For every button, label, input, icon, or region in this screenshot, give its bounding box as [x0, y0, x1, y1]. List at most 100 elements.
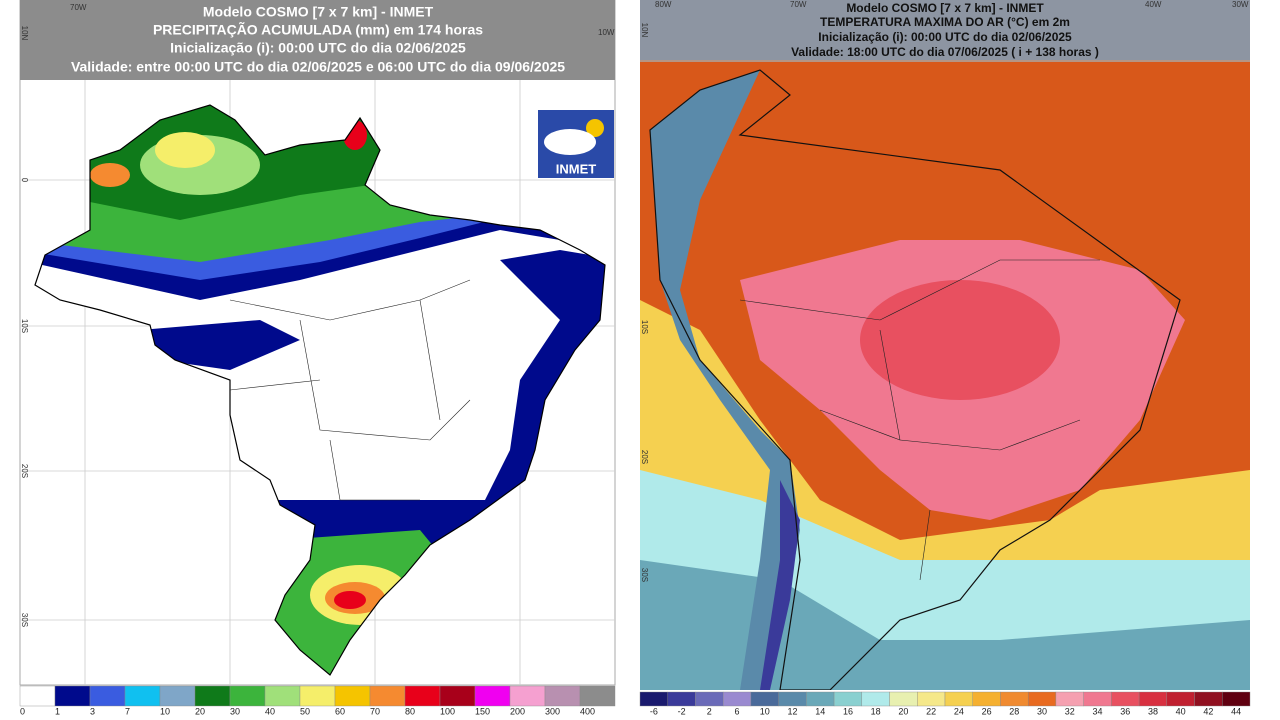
lat-label: 30S — [20, 613, 29, 627]
colorbar-label: 60 — [335, 706, 345, 716]
right-map — [640, 0, 1250, 690]
colorbar-label: 36 — [1120, 706, 1130, 716]
lon-label: 30W — [1232, 0, 1249, 9]
colorbar-swatch — [861, 691, 890, 707]
lon-label: 10W — [598, 28, 615, 37]
colorbar-swatch — [750, 691, 779, 707]
colorbar-label: -6 — [650, 706, 658, 716]
colorbar-swatch — [1083, 691, 1112, 707]
colorbar-swatch — [264, 685, 301, 707]
colorbar-label: 20 — [195, 706, 205, 716]
title: TEMPERATURA MAXIMA DO AR (°C) em 2m — [820, 15, 1070, 29]
lon-label: 80W — [655, 0, 672, 9]
colorbar-swatch — [806, 691, 835, 707]
colorbar-label: 1 — [55, 706, 60, 716]
lon-label: 40W — [1145, 0, 1162, 9]
colorbar-swatch — [439, 685, 476, 707]
colorbar-label: 2 — [707, 706, 712, 716]
colorbar-swatch — [474, 685, 511, 707]
colorbar-label: 32 — [1065, 706, 1075, 716]
colorbar-swatch — [299, 685, 336, 707]
colorbar-label: 30 — [1037, 706, 1047, 716]
colorbar-swatch — [1027, 691, 1057, 707]
colorbar-swatch — [404, 685, 441, 707]
colorbar-swatch — [972, 691, 1001, 707]
colorbar-swatch — [1000, 691, 1029, 707]
colorbar-swatch — [1166, 691, 1195, 707]
colorbar-label: 100 — [440, 706, 455, 716]
lon-label: 70W — [70, 3, 87, 12]
colorbar-label: 70 — [370, 706, 380, 716]
colorbar-label: 18 — [871, 706, 881, 716]
lat-label: 0 — [20, 178, 29, 183]
colorbar-label: 26 — [982, 706, 992, 716]
colorbar-label: 44 — [1231, 706, 1241, 716]
colorbar-label: 40 — [265, 706, 275, 716]
colorbar-swatch — [54, 685, 91, 707]
colorbar-label: 34 — [1092, 706, 1102, 716]
lat-label: 20S — [20, 464, 29, 478]
colorbar-label: 300 — [545, 706, 560, 716]
colorbar-label: 20 — [898, 706, 908, 716]
colorbar-label: 0 — [20, 706, 25, 716]
subtitle: Validade: 18:00 UTC do dia 07/06/2025 ( … — [791, 45, 1099, 59]
colorbar-swatch — [544, 685, 581, 707]
logo: INMET — [538, 110, 614, 178]
subtitle: Validade: entre 00:00 UTC do dia 02/06/2… — [71, 59, 565, 75]
lat-label: 10N — [20, 26, 29, 41]
colorbar-swatch — [778, 691, 807, 707]
right-header — [640, 0, 1250, 62]
colorbar-swatch — [89, 685, 126, 707]
colorbar-label: 14 — [815, 706, 825, 716]
colorbar-swatch — [695, 691, 724, 707]
colorbar-swatch — [369, 685, 406, 707]
title: PRECIPITAÇÃO ACUMULADA (mm) em 174 horas — [153, 21, 483, 38]
left-map — [19, 0, 616, 686]
colorbar-swatch — [1222, 691, 1251, 707]
colorbar-swatch — [1111, 691, 1140, 707]
colorbar-swatch — [509, 685, 546, 707]
colorbar-label: 80 — [405, 706, 415, 716]
colorbar-swatch — [334, 685, 371, 707]
colorbar-swatch — [722, 691, 752, 707]
lat-label: 10S — [20, 319, 29, 333]
colorbar-label: 30 — [230, 706, 240, 716]
colorbar-swatch — [667, 691, 696, 707]
colorbar-label: 24 — [954, 706, 964, 716]
left-header — [20, 0, 615, 80]
subtitle: Inicialização (i): 00:00 UTC do dia 02/0… — [818, 30, 1072, 44]
colorbar-label: 10 — [760, 706, 770, 716]
colorbar-label: 16 — [843, 706, 853, 716]
colorbar-label: 400 — [580, 706, 595, 716]
lat-label: 10S — [640, 320, 649, 334]
colorbar-swatch — [833, 691, 863, 707]
title: Modelo COSMO [7 x 7 km] - INMET — [203, 4, 434, 20]
colorbar-label: 10 — [160, 706, 170, 716]
colorbar-swatch — [579, 685, 616, 707]
colorbar-label: 7 — [125, 706, 130, 716]
colorbar-label: 28 — [1009, 706, 1019, 716]
colorbar-label: 12 — [787, 706, 797, 716]
subtitle: Inicialização (i): 00:00 UTC do dia 02/0… — [170, 40, 466, 56]
colorbar-label: 6 — [735, 706, 740, 716]
colorbar-swatch — [194, 685, 231, 707]
colorbar-swatch — [159, 685, 196, 707]
colorbar-swatch — [639, 691, 668, 707]
lat-label: 10N — [640, 23, 649, 38]
colorbar-label: -2 — [678, 706, 686, 716]
colorbar-swatch — [944, 691, 973, 707]
colorbar-swatch — [889, 691, 918, 707]
logo-text: INMET — [556, 161, 597, 176]
colorbar-swatch — [229, 685, 266, 707]
colorbar-swatch — [19, 685, 56, 707]
colorbar-swatch — [917, 691, 946, 707]
colorbar-label: 200 — [510, 706, 525, 716]
colorbar-label: 40 — [1176, 706, 1186, 716]
lon-label: 70W — [790, 0, 807, 9]
colorbar-swatch — [1194, 691, 1223, 707]
lat-label: 30S — [640, 568, 649, 582]
colorbar-label: 150 — [475, 706, 490, 716]
colorbar-swatch — [124, 685, 161, 707]
lat-label: 20S — [640, 450, 649, 464]
